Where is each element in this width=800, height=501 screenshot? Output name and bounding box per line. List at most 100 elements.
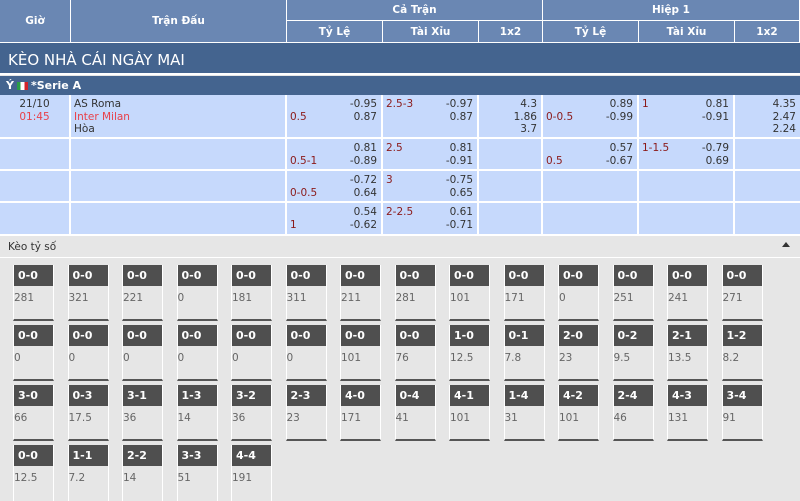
score-card[interactable]: 4-1 101 — [449, 385, 490, 441]
score-odds: 23 — [286, 412, 300, 424]
correct-score-header[interactable]: Kèo tỷ số — [0, 236, 800, 258]
odds-value[interactable]: 3.7 — [520, 123, 537, 135]
odds-value[interactable]: -0.91 — [701, 110, 729, 123]
score-odds: 311 — [286, 292, 307, 304]
score-label: 0-0 — [286, 325, 326, 346]
score-card[interactable]: 4-0 171 — [340, 385, 381, 441]
score-label: 3-4 — [722, 385, 762, 406]
score-card[interactable]: 0-0 221 — [122, 265, 163, 321]
score-odds: 0 — [177, 352, 185, 364]
score-card[interactable]: 2-0 23 — [558, 325, 599, 381]
score-card[interactable]: 0-0 321 — [67, 265, 109, 321]
odds-value[interactable]: 4.3 — [520, 98, 537, 110]
score-card[interactable]: 1-3 14 — [176, 385, 218, 441]
score-odds: 101 — [559, 412, 580, 424]
score-card[interactable]: 0-2 9.5 — [612, 325, 654, 381]
score-label: 0-0 — [450, 265, 489, 286]
score-card[interactable]: 3-0 66 — [13, 385, 54, 441]
score-card[interactable]: 0-0 0 — [176, 325, 218, 381]
odds-value[interactable]: 0.54 — [353, 206, 377, 218]
odds-value[interactable]: -0.95 — [349, 98, 377, 110]
score-card[interactable]: 0-3 17.5 — [67, 385, 109, 441]
odds-value[interactable]: 0.64 — [353, 186, 377, 199]
score-card[interactable]: 4-2 101 — [558, 385, 599, 441]
odds-value[interactable]: -0.62 — [349, 218, 377, 231]
league-row[interactable]: Ý *Serie A — [0, 76, 800, 95]
score-card[interactable]: 3-2 36 — [231, 385, 272, 441]
score-card[interactable]: 0-0 0 — [67, 325, 109, 381]
score-odds: 36 — [123, 412, 137, 424]
odds-value[interactable]: 0.65 — [449, 186, 473, 199]
score-card[interactable]: 3-1 36 — [122, 385, 163, 441]
odds-value[interactable]: -0.91 — [445, 154, 473, 167]
odds-value[interactable]: -0.75 — [445, 174, 473, 186]
score-label: 0-0 — [68, 265, 108, 286]
score-card[interactable]: 1-2 8.2 — [721, 325, 763, 381]
score-card[interactable]: 0-0 0 — [13, 325, 54, 381]
odds-value[interactable]: 0.81 — [705, 98, 729, 110]
odds-value[interactable]: -0.97 — [445, 98, 473, 110]
odds-value[interactable]: -0.99 — [605, 110, 633, 123]
score-card[interactable]: 1-4 31 — [503, 385, 545, 441]
odds-value[interactable]: -0.71 — [445, 218, 473, 231]
odds-value[interactable]: -0.79 — [701, 142, 729, 154]
score-label: 0-0 — [613, 265, 653, 286]
score-odds: 171 — [504, 292, 525, 304]
score-card[interactable]: 0-0 101 — [340, 325, 381, 381]
score-card[interactable]: 0-1 7.8 — [503, 325, 545, 381]
odds-value[interactable]: -0.72 — [349, 174, 377, 186]
score-card[interactable]: 0-0 181 — [231, 265, 272, 321]
score-card[interactable]: 0-0 12.5 — [13, 445, 54, 501]
odds-value[interactable]: 0.87 — [449, 110, 473, 123]
score-card[interactable]: 0-0 76 — [394, 325, 436, 381]
odds-value[interactable]: 0.87 — [353, 110, 377, 123]
odds-value[interactable]: 0.89 — [609, 98, 633, 110]
score-card[interactable]: 0-0 0 — [231, 325, 272, 381]
odds-value[interactable]: -0.67 — [605, 154, 633, 167]
odds-value[interactable]: 0.61 — [449, 206, 473, 218]
score-card[interactable]: 4-4 191 — [231, 445, 272, 501]
collapse-caret-icon[interactable] — [782, 242, 790, 247]
score-card[interactable]: 0-0 241 — [667, 265, 708, 321]
odds-value[interactable]: 1.86 — [513, 110, 537, 123]
score-label: 0-3 — [68, 385, 108, 406]
score-card[interactable]: 0-0 101 — [449, 265, 490, 321]
league-name: *Serie A — [30, 79, 82, 92]
score-card[interactable]: 0-0 0 — [122, 325, 163, 381]
score-card[interactable]: 3-3 51 — [176, 445, 218, 501]
score-odds: 101 — [341, 352, 362, 364]
score-odds: 101 — [450, 412, 471, 424]
score-card[interactable]: 1-0 12.5 — [449, 325, 490, 381]
score-card[interactable]: 0-0 281 — [394, 265, 436, 321]
score-card[interactable]: 0-0 271 — [721, 265, 763, 321]
score-card[interactable]: 0-4 41 — [394, 385, 436, 441]
odds-value[interactable]: 4.35 — [772, 98, 796, 110]
odds-value[interactable]: 0.69 — [705, 154, 729, 167]
score-card[interactable]: 0-0 171 — [503, 265, 545, 321]
handicap-line: 0.5 — [546, 155, 563, 167]
odds-value[interactable]: 2.47 — [772, 110, 796, 123]
score-card[interactable]: 2-2 14 — [122, 445, 163, 501]
odds-value[interactable]: 2.24 — [772, 123, 796, 135]
odds-value[interactable]: 0.81 — [449, 142, 473, 154]
score-odds: 281 — [14, 292, 35, 304]
score-card[interactable]: 0-0 311 — [285, 265, 327, 321]
score-card[interactable]: 0-0 211 — [340, 265, 381, 321]
score-card[interactable]: 0-0 0 — [285, 325, 327, 381]
odds-value[interactable]: 0.81 — [353, 142, 377, 154]
score-card[interactable]: 0-0 0 — [176, 265, 218, 321]
score-card[interactable]: 0-0 281 — [13, 265, 54, 321]
odds-value[interactable]: 0.57 — [609, 142, 633, 154]
score-card[interactable]: 2-4 46 — [612, 385, 654, 441]
score-card[interactable]: 0-0 0 — [558, 265, 599, 321]
header-first-half: Hiệp 1 — [543, 0, 800, 21]
score-card[interactable]: 0-0 251 — [612, 265, 654, 321]
match-date: 21/10 — [19, 98, 50, 110]
score-card[interactable]: 1-1 7.2 — [67, 445, 109, 501]
handicap-line: 3 — [386, 174, 393, 186]
score-card[interactable]: 3-4 91 — [721, 385, 763, 441]
score-card[interactable]: 2-3 23 — [285, 385, 327, 441]
score-card[interactable]: 2-1 13.5 — [667, 325, 708, 381]
score-card[interactable]: 4-3 131 — [667, 385, 708, 441]
odds-value[interactable]: -0.89 — [349, 154, 377, 167]
